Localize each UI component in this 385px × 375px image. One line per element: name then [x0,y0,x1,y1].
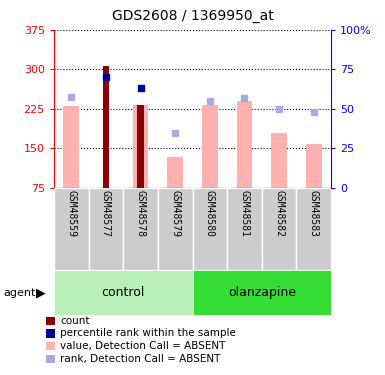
Text: GSM48582: GSM48582 [274,190,284,237]
Text: GSM48580: GSM48580 [205,190,215,237]
Text: count: count [60,316,90,326]
Text: GSM48583: GSM48583 [309,190,319,237]
Bar [54,270,192,315]
Bar [167,157,183,188]
Bar [54,188,89,270]
Text: GSM48578: GSM48578 [136,190,146,237]
Text: olanzapine: olanzapine [228,286,296,299]
Text: rank, Detection Call = ABSENT: rank, Detection Call = ABSENT [60,354,221,364]
Text: ▶: ▶ [35,286,45,299]
Text: GDS2608 / 1369950_at: GDS2608 / 1369950_at [112,9,273,23]
Text: percentile rank within the sample: percentile rank within the sample [60,328,236,338]
Bar [192,188,227,270]
Bar [227,188,262,270]
Bar [202,105,218,188]
Text: GSM48579: GSM48579 [170,190,180,237]
Bar [158,188,192,270]
Text: GSM48581: GSM48581 [239,190,249,237]
Bar [89,188,123,270]
Bar [137,105,144,188]
Bar [123,188,158,270]
Bar [306,144,321,188]
Bar [103,66,109,188]
Text: agent: agent [4,288,36,297]
Text: GSM48559: GSM48559 [66,190,76,237]
Bar [192,270,331,315]
Bar [64,106,79,188]
Text: value, Detection Call = ABSENT: value, Detection Call = ABSENT [60,341,226,351]
Bar [262,188,296,270]
Bar [237,101,252,188]
Text: GSM48577: GSM48577 [101,190,111,237]
Bar [271,134,287,188]
Bar [133,105,148,188]
Bar [296,188,331,270]
Text: control: control [102,286,145,299]
